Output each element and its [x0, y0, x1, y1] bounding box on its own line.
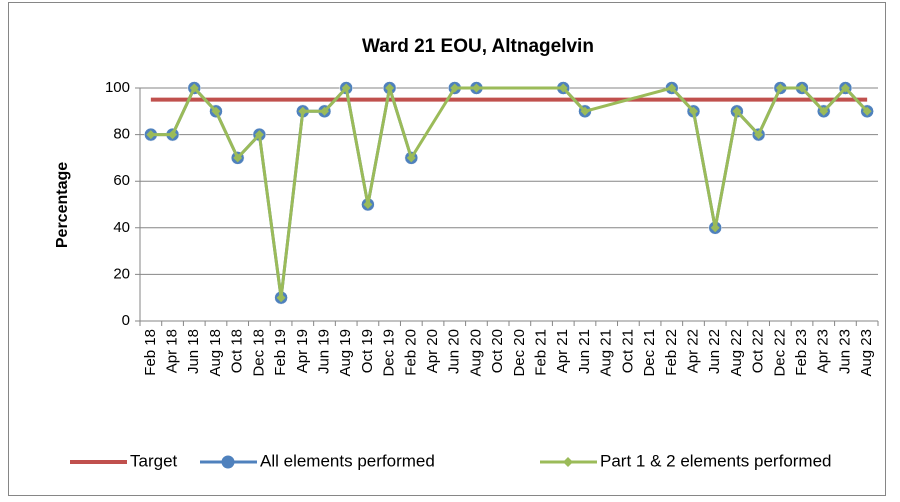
- y-tick-label: 40: [113, 219, 130, 236]
- point: [819, 106, 829, 116]
- x-tick-label: Jun 18: [185, 329, 202, 374]
- x-tick-label: Feb 20: [402, 329, 419, 376]
- x-tick-label: Aug 20: [467, 329, 484, 377]
- point: [732, 106, 742, 116]
- x-tick-label: Apr 21: [554, 329, 571, 373]
- x-tick-label: Apr 20: [424, 329, 441, 373]
- x-tick-label: Feb 19: [272, 329, 289, 376]
- x-tick-label: Feb 22: [663, 329, 680, 376]
- point: [558, 83, 568, 93]
- x-tick-label: Oct 22: [750, 329, 767, 373]
- x-tick-label: Oct 21: [619, 329, 636, 373]
- point: [146, 130, 156, 140]
- point: [168, 130, 178, 140]
- point: [189, 83, 199, 93]
- x-tick-label: Dec 20: [511, 329, 528, 377]
- y-tick-label: 60: [113, 172, 130, 189]
- x-tick-label: Oct 18: [229, 329, 246, 373]
- x-tick-label: Aug 22: [728, 329, 745, 377]
- point: [254, 130, 264, 140]
- point: [667, 83, 677, 93]
- x-tick-label: Jun 22: [706, 329, 723, 374]
- point: [385, 83, 395, 93]
- y-tick-label: 100: [105, 79, 130, 96]
- x-tick-label: Jun 21: [576, 329, 593, 374]
- x-tick-label: Aug 18: [207, 329, 224, 377]
- x-tick-label: Apr 23: [815, 329, 832, 373]
- y-tick-label: 80: [113, 126, 130, 143]
- x-tick-label: Dec 21: [641, 329, 658, 377]
- x-tick-label: Aug 23: [858, 329, 875, 377]
- x-tick-label: Aug 19: [337, 329, 354, 377]
- point: [363, 200, 373, 209]
- point: [233, 153, 243, 163]
- y-tick-label: 20: [113, 265, 130, 282]
- x-tick-label: Feb 21: [533, 329, 550, 376]
- x-tick-label: Dec 19: [381, 329, 398, 377]
- x-tick-label: Oct 19: [359, 329, 376, 373]
- chart-border: [8, 2, 886, 496]
- point: [840, 83, 850, 93]
- point: [320, 106, 329, 116]
- x-tick-label: Jun 23: [836, 329, 853, 374]
- x-tick-label: Jun 19: [315, 329, 332, 374]
- point: [406, 153, 416, 163]
- legend-label: All elements performed: [260, 451, 435, 470]
- point: [341, 83, 351, 93]
- point: [797, 83, 807, 93]
- x-tick-label: Jun 20: [446, 329, 463, 374]
- point: [450, 83, 460, 93]
- y-tick-label: 0: [122, 312, 130, 329]
- point: [689, 106, 698, 116]
- x-tick-label: Oct 20: [489, 329, 506, 373]
- point: [754, 130, 764, 140]
- x-tick-label: Feb 18: [142, 329, 159, 376]
- point: [211, 106, 221, 116]
- x-tick-label: Apr 19: [294, 329, 311, 373]
- point: [775, 83, 785, 93]
- x-tick-label: Feb 23: [793, 329, 810, 376]
- x-tick-label: Apr 22: [684, 329, 701, 373]
- legend-marker: [563, 457, 573, 467]
- point: [862, 106, 872, 116]
- x-tick-label: Aug 21: [598, 329, 615, 377]
- legend-marker: [221, 455, 235, 469]
- y-axis-label: Percentage: [54, 162, 71, 248]
- x-tick-label: Apr 18: [164, 329, 181, 373]
- point: [710, 223, 720, 233]
- point: [580, 106, 590, 116]
- point: [298, 106, 308, 116]
- legend-label: Target: [130, 451, 178, 470]
- point: [276, 293, 286, 303]
- chart-title: Ward 21 EOU, Altnagelvin: [362, 36, 594, 57]
- legend-label: Part 1 & 2 elements performed: [600, 451, 832, 470]
- x-tick-label: Dec 18: [250, 329, 267, 377]
- x-tick-label: Dec 22: [771, 329, 788, 377]
- point: [471, 83, 481, 93]
